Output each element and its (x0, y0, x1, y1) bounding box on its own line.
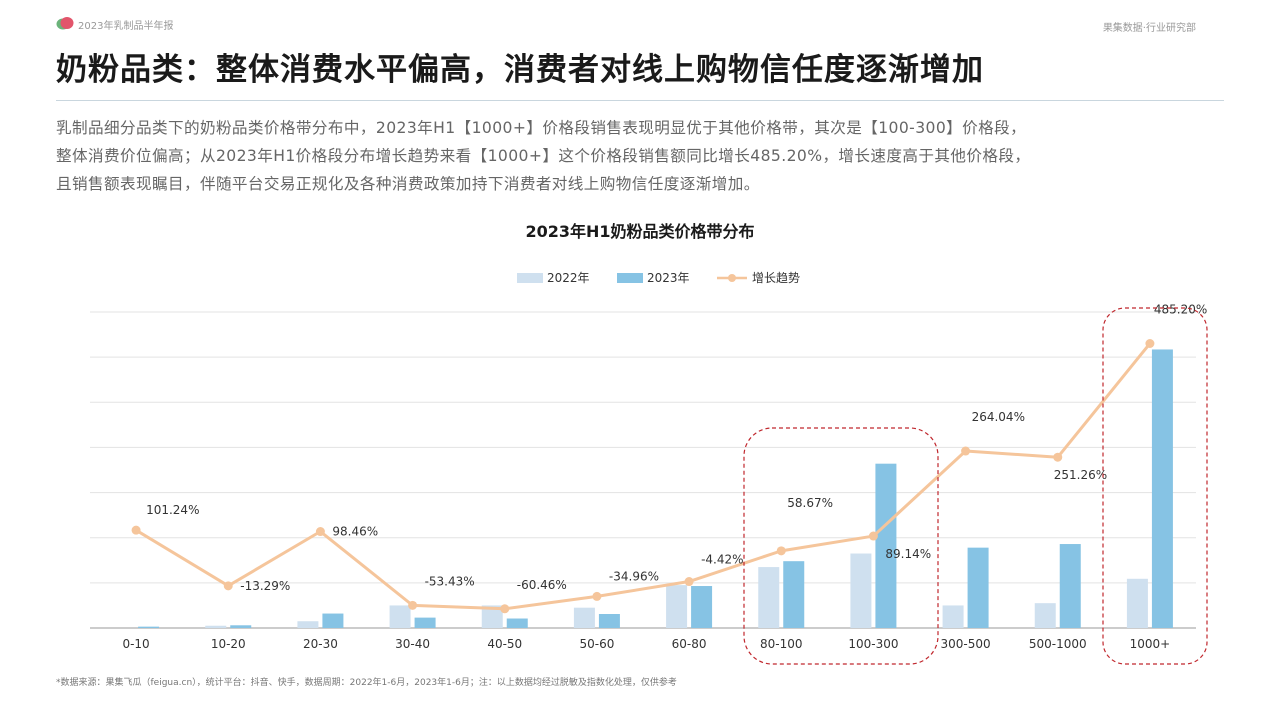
data-label: 264.04% (972, 410, 1025, 424)
legend: 2022年 2023年 增长趋势 (517, 271, 800, 285)
data-label: 485.20% (1154, 303, 1207, 317)
x-tick-label: 0-10 (122, 637, 149, 651)
price-band-chart: 2022年 2023年 增长趋势 0-10 10-20 20-30 30-40 40-50 50… (90, 271, 1208, 665)
highlight-box-mid-price (743, 427, 939, 665)
bar-2022 (481, 605, 503, 628)
trend-point (1053, 452, 1063, 462)
brand-logo-icon (56, 17, 74, 30)
summary-line: 整体消费价位偏高；从2023年H1价格段分布增长趋势来看【1000+】这个价格段… (56, 147, 1031, 165)
legend-swatch (617, 273, 643, 283)
data-label: -53.43% (425, 574, 475, 588)
bar-2022 (666, 585, 688, 628)
trend-point (776, 546, 786, 556)
data-label: 89.14% (885, 547, 931, 561)
x-tick-label: 1000+ (1130, 637, 1171, 651)
summary-line: 且销售额表现瞩目，伴随平台交易正规化及各种消费政策加持下消费者对线上购物信任度逐… (56, 175, 760, 193)
bar-2022 (389, 605, 411, 628)
bar-2022 (1034, 603, 1056, 628)
trend-line (135, 342, 1152, 611)
bar-2023 (1059, 544, 1081, 628)
legend-label: 增长趋势 (752, 271, 800, 285)
legend-label: 2023年 (647, 271, 690, 285)
bar-2023 (322, 613, 344, 628)
legend-label: 2022年 (547, 271, 590, 285)
trend-point (961, 446, 971, 456)
highlight-box-1000plus (1102, 307, 1208, 665)
trend-point (223, 581, 233, 591)
page-title: 奶粉品类：整体消费水平偏高，消费者对线上购物信任度逐渐增加 (56, 52, 984, 88)
data-label: 58.67% (787, 496, 833, 510)
report-name: 2023年乳制品半年报 (78, 21, 174, 32)
bar-2023 (875, 463, 897, 628)
trend-point (315, 527, 325, 537)
data-label: -4.42% (701, 553, 743, 567)
chart-title: 2023年H1奶粉品类价格带分布 (525, 222, 755, 241)
trend-point (868, 531, 878, 541)
x-tick-label: 30-40 (395, 637, 430, 651)
x-tick-label: 40-50 (487, 637, 522, 651)
bar-2022 (850, 553, 872, 628)
x-tick-label: 10-20 (211, 637, 246, 651)
trend-point (592, 591, 602, 601)
legend-marker (728, 274, 736, 282)
data-label: 251.26% (1054, 468, 1107, 482)
legend-swatch (517, 273, 543, 283)
x-tick-label: 500-1000 (1029, 637, 1087, 651)
bar-2023 (138, 626, 160, 628)
footnote: *数据来源：果集飞瓜（feigua.cn），统计平台：抖音、快手，数据周期：20… (56, 678, 677, 688)
x-tick-label: 300-500 (941, 637, 991, 651)
department-label: 果集数据·行业研究部 (1102, 23, 1196, 34)
bar-2022 (205, 625, 227, 628)
data-label: -13.29% (240, 579, 290, 593)
bar-2023 (414, 617, 436, 628)
data-label: -60.46% (517, 578, 567, 592)
bar-2022 (942, 605, 964, 628)
bar-2022 (758, 567, 780, 628)
trend-point (408, 600, 418, 610)
bar-2022 (573, 607, 595, 628)
bar-2023 (506, 618, 528, 628)
bar-2023 (1151, 349, 1173, 628)
trend-point (131, 525, 141, 535)
bar-2023 (598, 614, 620, 628)
bar-2023 (691, 586, 713, 628)
bar-2023 (783, 561, 805, 628)
x-tick-label: 80-100 (760, 637, 803, 651)
trend-point (684, 577, 694, 587)
title-divider (56, 100, 1224, 101)
bar-2022 (297, 621, 319, 628)
bar-2023 (230, 625, 252, 628)
trend-point (1145, 339, 1155, 349)
bar-2022 (1126, 578, 1148, 628)
data-label: 101.24% (146, 503, 199, 517)
data-label: 98.46% (332, 525, 378, 539)
data-label: -34.96% (609, 569, 659, 583)
x-tick-label: 50-60 (579, 637, 614, 651)
x-tick-label: 60-80 (672, 637, 707, 651)
x-tick-label: 20-30 (303, 637, 338, 651)
summary-line: 乳制品细分品类下的奶粉品类价格带分布中，2023年H1【1000+】价格段销售表… (56, 119, 1027, 137)
x-tick-label: 100-300 (848, 637, 898, 651)
trend-point (500, 604, 510, 614)
summary-paragraph: 乳制品细分品类下的奶粉品类价格带分布中，2023年H1【1000+】价格段销售表… (56, 114, 1224, 198)
bar-2023 (967, 547, 989, 628)
